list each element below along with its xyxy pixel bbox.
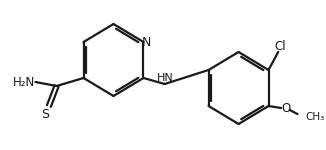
Text: HN: HN	[157, 73, 174, 83]
Text: O: O	[281, 102, 290, 114]
Text: Cl: Cl	[274, 39, 286, 52]
Text: CH₃: CH₃	[305, 112, 324, 122]
Text: N: N	[142, 36, 151, 48]
Text: S: S	[41, 108, 49, 122]
Text: H₂N: H₂N	[13, 75, 35, 88]
